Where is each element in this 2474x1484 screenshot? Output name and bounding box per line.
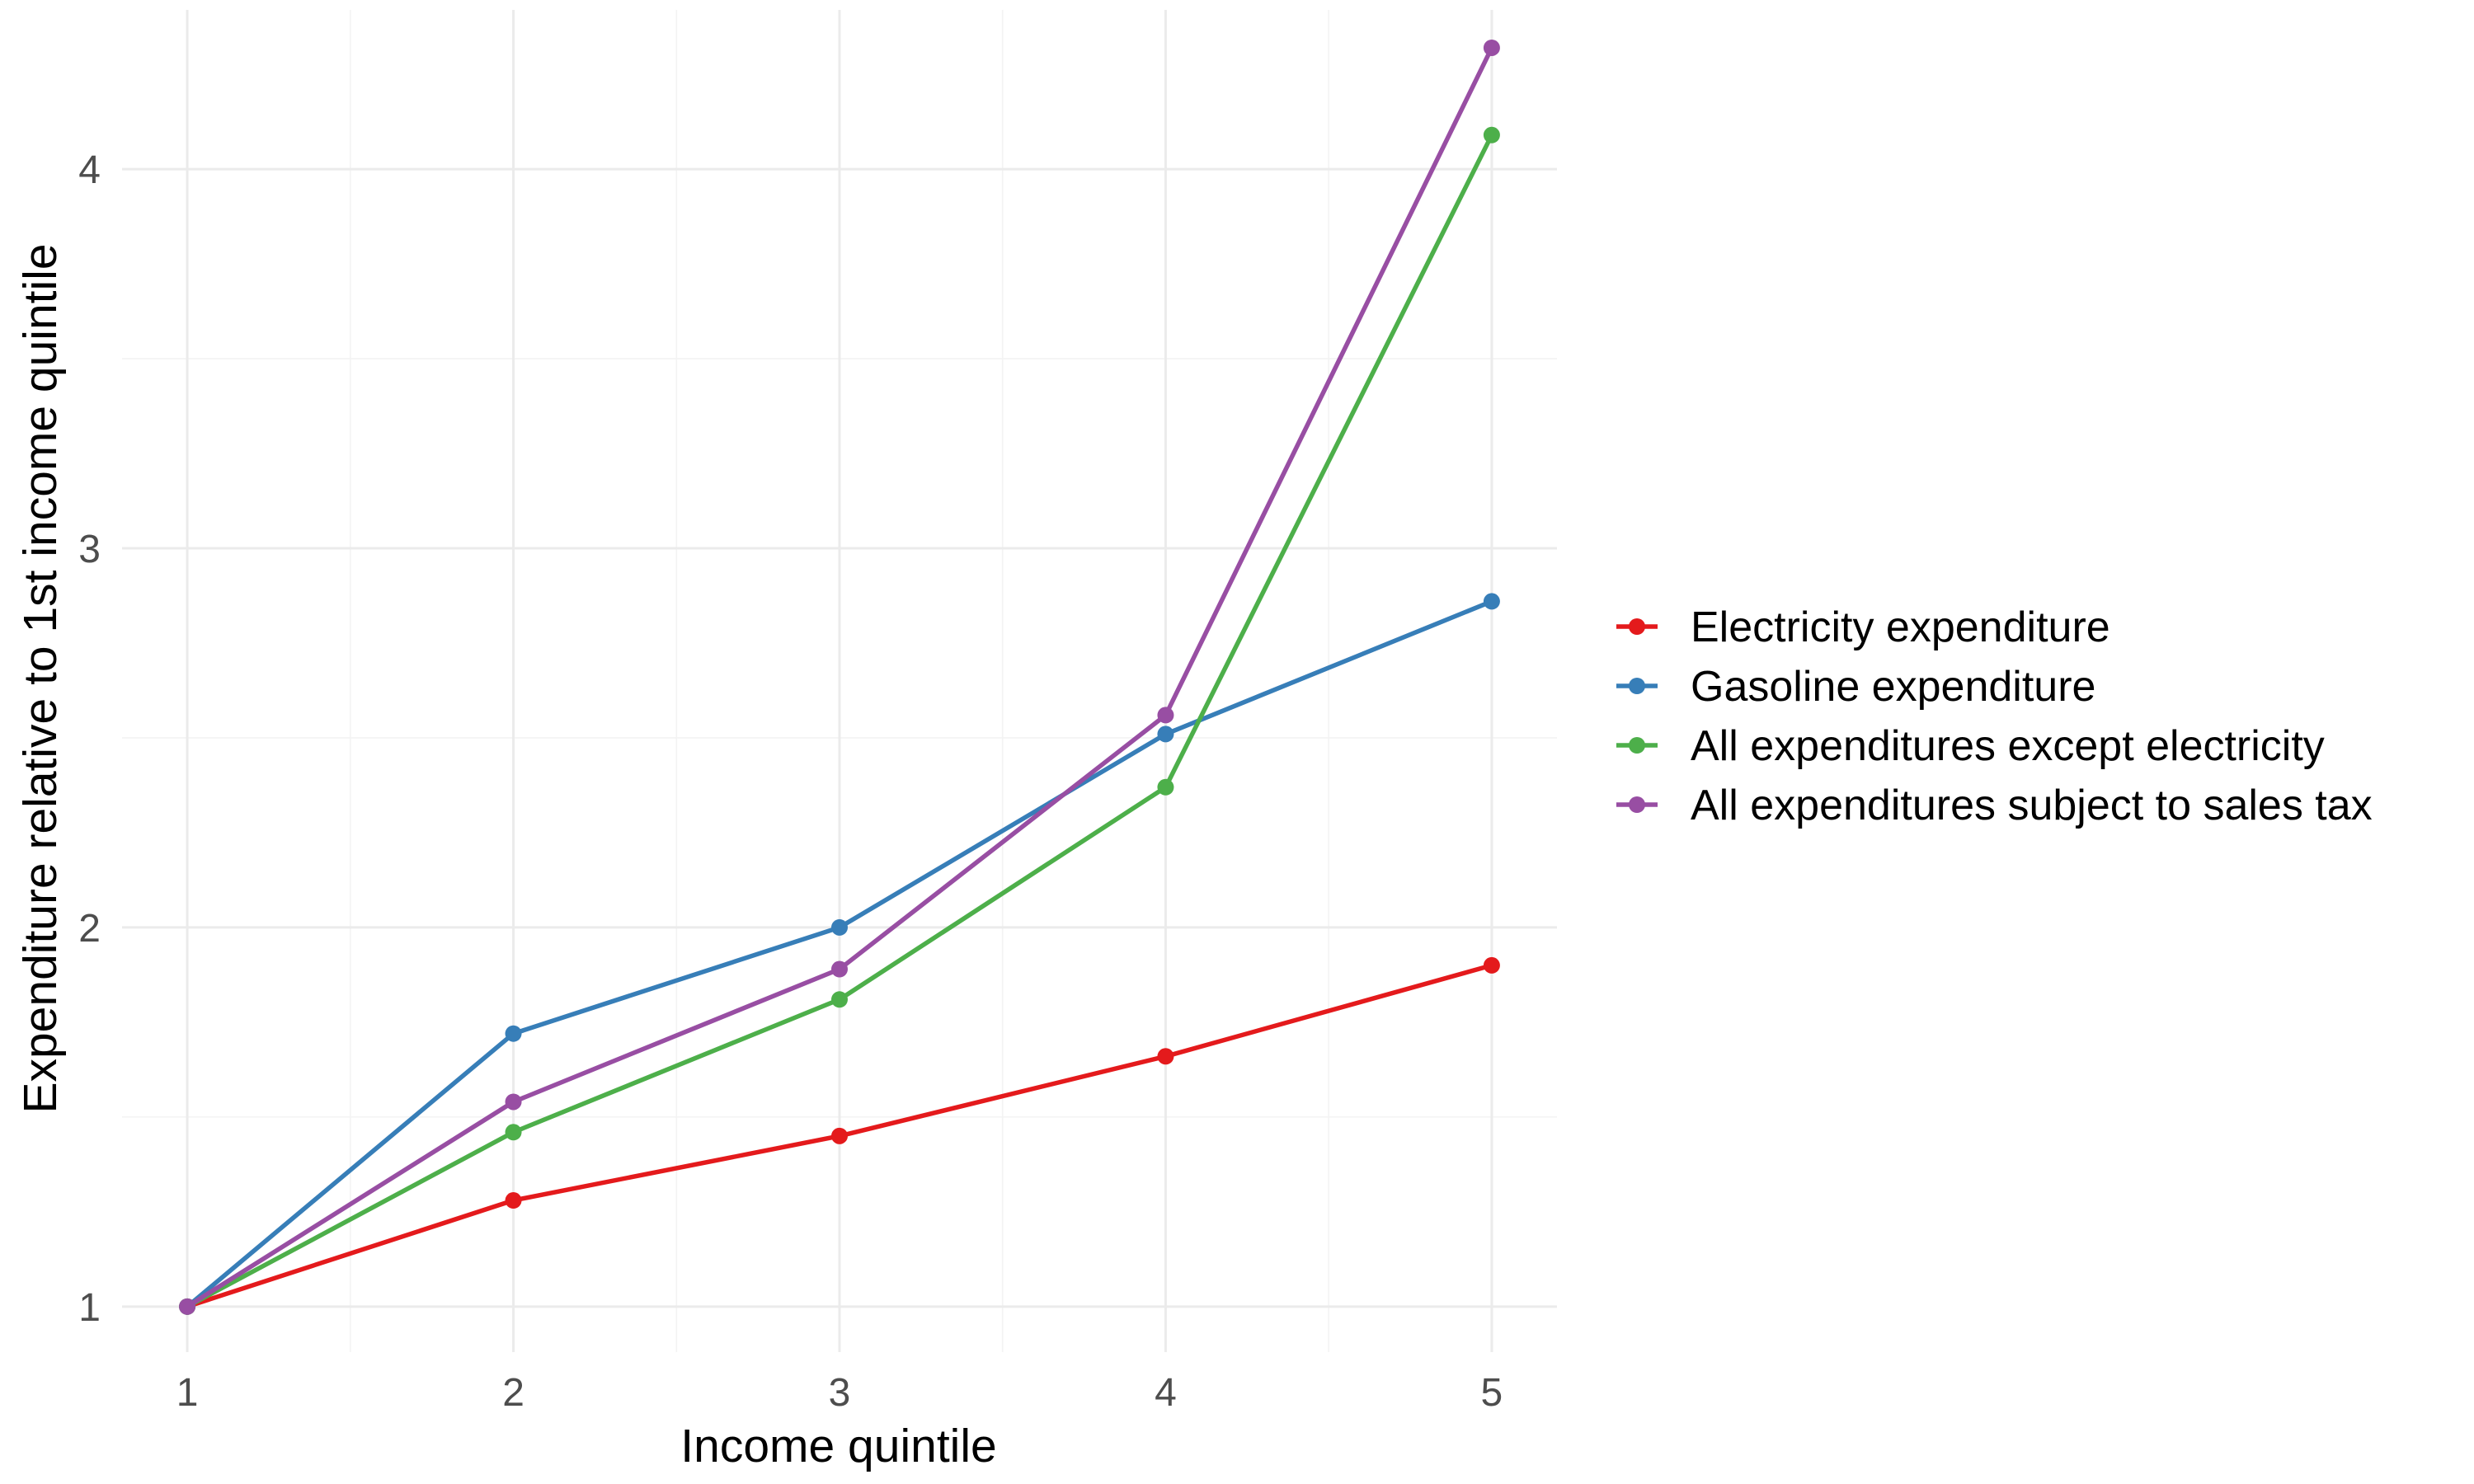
legend-label: Electricity expenditure [1691,603,2110,651]
data-point [1483,593,1500,610]
legend-item: All expenditures except electricity [1616,722,2325,770]
y-tick-label: 2 [78,907,101,951]
data-point [1483,126,1500,143]
data-point [831,960,848,978]
data-point [1157,1048,1174,1065]
x-axis-tick-labels: 1 2 3 4 5 [176,1371,1503,1415]
y-tick-label: 3 [78,528,101,571]
data-point [1483,956,1500,974]
series-2 [179,593,1500,1315]
y-tick-label: 1 [78,1286,101,1330]
series-4 [179,39,1500,1315]
data-point [505,1093,522,1111]
x-tick-label: 2 [502,1371,524,1415]
data-point [1157,778,1174,796]
legend-key-point [1629,678,1645,694]
data-point [179,1298,196,1315]
legend-item: Gasoline expenditure [1616,663,2095,711]
data-point [505,1124,522,1141]
legend-key-point [1629,737,1645,754]
legend-key-point [1629,618,1645,635]
x-tick-label: 5 [1481,1371,1503,1415]
legend: Electricity expenditure Gasoline expendit… [1616,603,2373,829]
legend-label: All expenditures subject to sales tax [1691,782,2373,829]
data-point [1483,39,1500,56]
x-tick-label: 4 [1155,1371,1177,1415]
data-point [1157,726,1174,743]
legend-label: Gasoline expenditure [1691,663,2095,711]
x-axis-title: Income quintile [680,1420,996,1472]
data-point [831,1127,848,1144]
x-tick-label: 3 [829,1371,851,1415]
data-point [505,1192,522,1209]
y-axis-title: Expenditure relative to 1st income quint… [14,243,67,1113]
data-series [179,39,1500,1315]
data-point [505,1025,522,1042]
data-point [1157,707,1174,724]
major-gridlines [122,10,1557,1352]
legend-key-point [1629,796,1645,813]
legend-label: All expenditures except electricity [1691,722,2325,770]
data-point [831,991,848,1008]
y-tick-label: 4 [78,148,101,192]
data-point [831,918,848,936]
y-axis-tick-labels: 1 2 3 4 [78,148,101,1330]
legend-item: Electricity expenditure [1616,603,2110,651]
x-tick-label: 1 [176,1371,199,1415]
legend-item: All expenditures subject to sales tax [1616,782,2373,829]
